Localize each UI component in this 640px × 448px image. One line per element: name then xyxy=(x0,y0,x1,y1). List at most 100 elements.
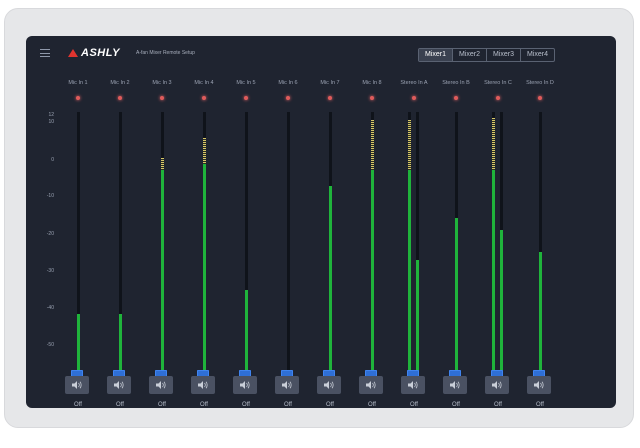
tab-mixer4[interactable]: Mixer4 xyxy=(526,51,548,58)
clip-led-icon xyxy=(370,96,374,100)
channel-label: Stereo In C xyxy=(484,80,512,86)
level-meter-left xyxy=(408,170,411,376)
mute-button[interactable] xyxy=(107,376,131,394)
fader-track[interactable] xyxy=(119,112,122,376)
scale-tick: -10 xyxy=(46,193,54,199)
level-meter xyxy=(539,252,542,376)
fader-track[interactable] xyxy=(287,112,290,376)
mute-state-label: Off xyxy=(410,402,418,408)
clip-led-icon xyxy=(454,96,458,100)
level-meter-right xyxy=(500,230,503,376)
clip-led-icon xyxy=(244,96,248,100)
clip-led-icon xyxy=(538,96,542,100)
clip-led-icon xyxy=(286,96,290,100)
mute-button[interactable] xyxy=(485,376,509,394)
mute-state-label: Off xyxy=(116,402,124,408)
mute-button[interactable] xyxy=(317,376,341,394)
top-bar: ASHLY A-fan Mixer Remote Setup Mixer1 Mi… xyxy=(26,36,616,76)
level-meter-peak xyxy=(203,138,206,164)
channel-label: Mic In 6 xyxy=(278,80,298,86)
mute-button[interactable] xyxy=(65,376,89,394)
fader-track[interactable] xyxy=(245,112,248,376)
level-meter-right xyxy=(416,260,419,376)
logo-mark-icon xyxy=(68,49,78,57)
speaker-icon xyxy=(534,381,544,389)
channel-label: Stereo In A xyxy=(400,80,428,86)
level-meter-peak xyxy=(408,120,411,170)
speaker-icon xyxy=(156,381,166,389)
fader-track[interactable] xyxy=(416,112,419,376)
level-meter xyxy=(329,186,332,376)
channel-strip-mic-in-5: Mic In 5 Off xyxy=(226,76,266,408)
mute-button[interactable] xyxy=(527,376,551,394)
speaker-icon xyxy=(240,381,250,389)
speaker-icon xyxy=(450,381,460,389)
level-scale: 12 10 0 -10 -20 -30 -40 -50 xyxy=(40,36,56,408)
mute-button[interactable] xyxy=(191,376,215,394)
speaker-icon xyxy=(408,381,418,389)
level-meter xyxy=(161,170,164,376)
channel-label: Mic In 1 xyxy=(68,80,88,86)
level-meter xyxy=(455,218,458,376)
channel-strip-mic-in-2: Mic In 2 Off xyxy=(100,76,140,408)
clip-led-icon xyxy=(412,96,416,100)
scale-tick: 12 xyxy=(48,112,54,118)
channel-strip-mic-in-8: Mic In 8 Off xyxy=(352,76,392,408)
mute-state-label: Off xyxy=(158,402,166,408)
mute-button[interactable] xyxy=(149,376,173,394)
scale-tick: 10 xyxy=(48,119,54,125)
level-meter xyxy=(203,164,206,376)
clip-led-icon xyxy=(496,96,500,100)
mute-state-label: Off xyxy=(326,402,334,408)
channel-label: Stereo In D xyxy=(526,80,554,86)
level-meter xyxy=(245,290,248,376)
channel-strip-mic-in-1: Mic In 1 Off xyxy=(58,76,98,408)
channel-strip-stereo-in-d: Stereo In D Off xyxy=(520,76,560,408)
level-meter-left xyxy=(492,170,495,376)
channel-label: Mic In 4 xyxy=(194,80,214,86)
speaker-icon xyxy=(282,381,292,389)
scale-tick: -50 xyxy=(46,342,54,348)
channel-label: Stereo In B xyxy=(442,80,470,86)
scale-tick: -30 xyxy=(46,268,54,274)
clip-led-icon xyxy=(328,96,332,100)
mute-button[interactable] xyxy=(233,376,257,394)
channel-strip-mic-in-3: Mic In 3 Off xyxy=(142,76,182,408)
tab-mixer1[interactable]: Mixer1 xyxy=(419,49,453,61)
tab-mixer3[interactable]: Mixer3 xyxy=(487,49,521,61)
channel-strip-mic-in-4: Mic In 4 Off xyxy=(184,76,224,408)
mixer-screen: ASHLY A-fan Mixer Remote Setup Mixer1 Mi… xyxy=(26,36,616,408)
speaker-icon xyxy=(366,381,376,389)
speaker-icon xyxy=(492,381,502,389)
speaker-icon xyxy=(72,381,82,389)
mute-state-label: Off xyxy=(536,402,544,408)
channel-strip-stereo-in-c: Stereo In C Off xyxy=(478,76,518,408)
mute-button[interactable] xyxy=(275,376,299,394)
speaker-icon xyxy=(324,381,334,389)
brand-logo: ASHLY xyxy=(68,46,120,60)
speaker-icon xyxy=(114,381,124,389)
level-meter-peak xyxy=(492,118,495,170)
mute-button[interactable] xyxy=(443,376,467,394)
level-meter xyxy=(371,170,374,376)
speaker-icon xyxy=(198,381,208,389)
hamburger-menu-icon[interactable] xyxy=(40,49,50,57)
fader-track[interactable] xyxy=(539,112,542,376)
tab-mixer2[interactable]: Mixer2 xyxy=(453,49,487,61)
mute-state-label: Off xyxy=(200,402,208,408)
level-meter-peak xyxy=(371,120,374,170)
fader-track[interactable] xyxy=(77,112,80,376)
channel-strip-mic-in-6: Mic In 6 Off xyxy=(268,76,308,408)
level-meter-peak xyxy=(161,158,164,170)
mute-state-label: Off xyxy=(284,402,292,408)
channel-strip-stereo-in-b: Stereo In B Off xyxy=(436,76,476,408)
mute-state-label: Off xyxy=(74,402,82,408)
mute-state-label: Off xyxy=(242,402,250,408)
clip-led-icon xyxy=(118,96,122,100)
mute-state-label: Off xyxy=(368,402,376,408)
mute-state-label: Off xyxy=(452,402,460,408)
mute-button[interactable] xyxy=(401,376,425,394)
mute-button[interactable] xyxy=(359,376,383,394)
channel-label: Mic In 2 xyxy=(110,80,130,86)
channel-strip-mic-in-7: Mic In 7 Off xyxy=(310,76,350,408)
